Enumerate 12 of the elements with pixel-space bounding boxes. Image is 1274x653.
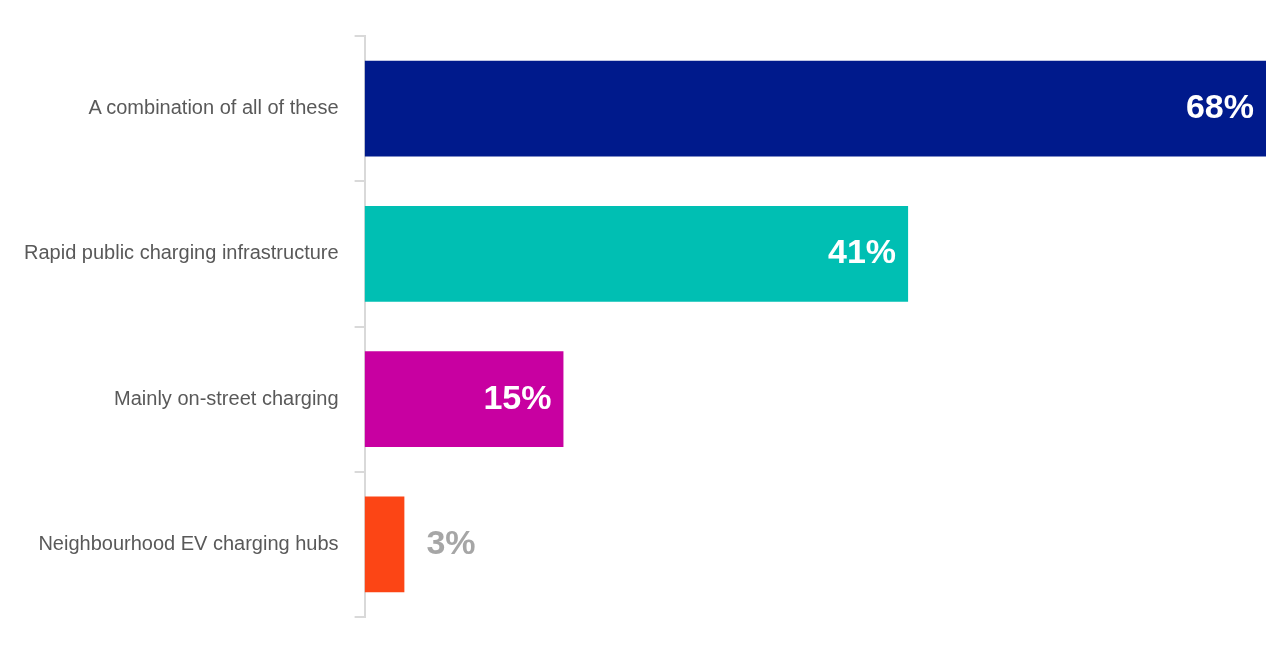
y-tick-label: Mainly on-street charging [114,386,339,409]
y-tick-label: Rapid public charging infrastructure [24,241,339,264]
bar [364,496,405,593]
y-tick-label: A combination of all of these [88,96,339,119]
data-label: 41% [828,232,897,271]
data-label: 68% [1185,87,1254,125]
data-label: 3% [426,522,476,561]
y-tick-label: Neighbourhood EV charging hubs [38,531,339,554]
bar [364,351,564,448]
bar [364,60,1266,157]
data-label: 15% [483,377,552,416]
bar [364,205,909,302]
